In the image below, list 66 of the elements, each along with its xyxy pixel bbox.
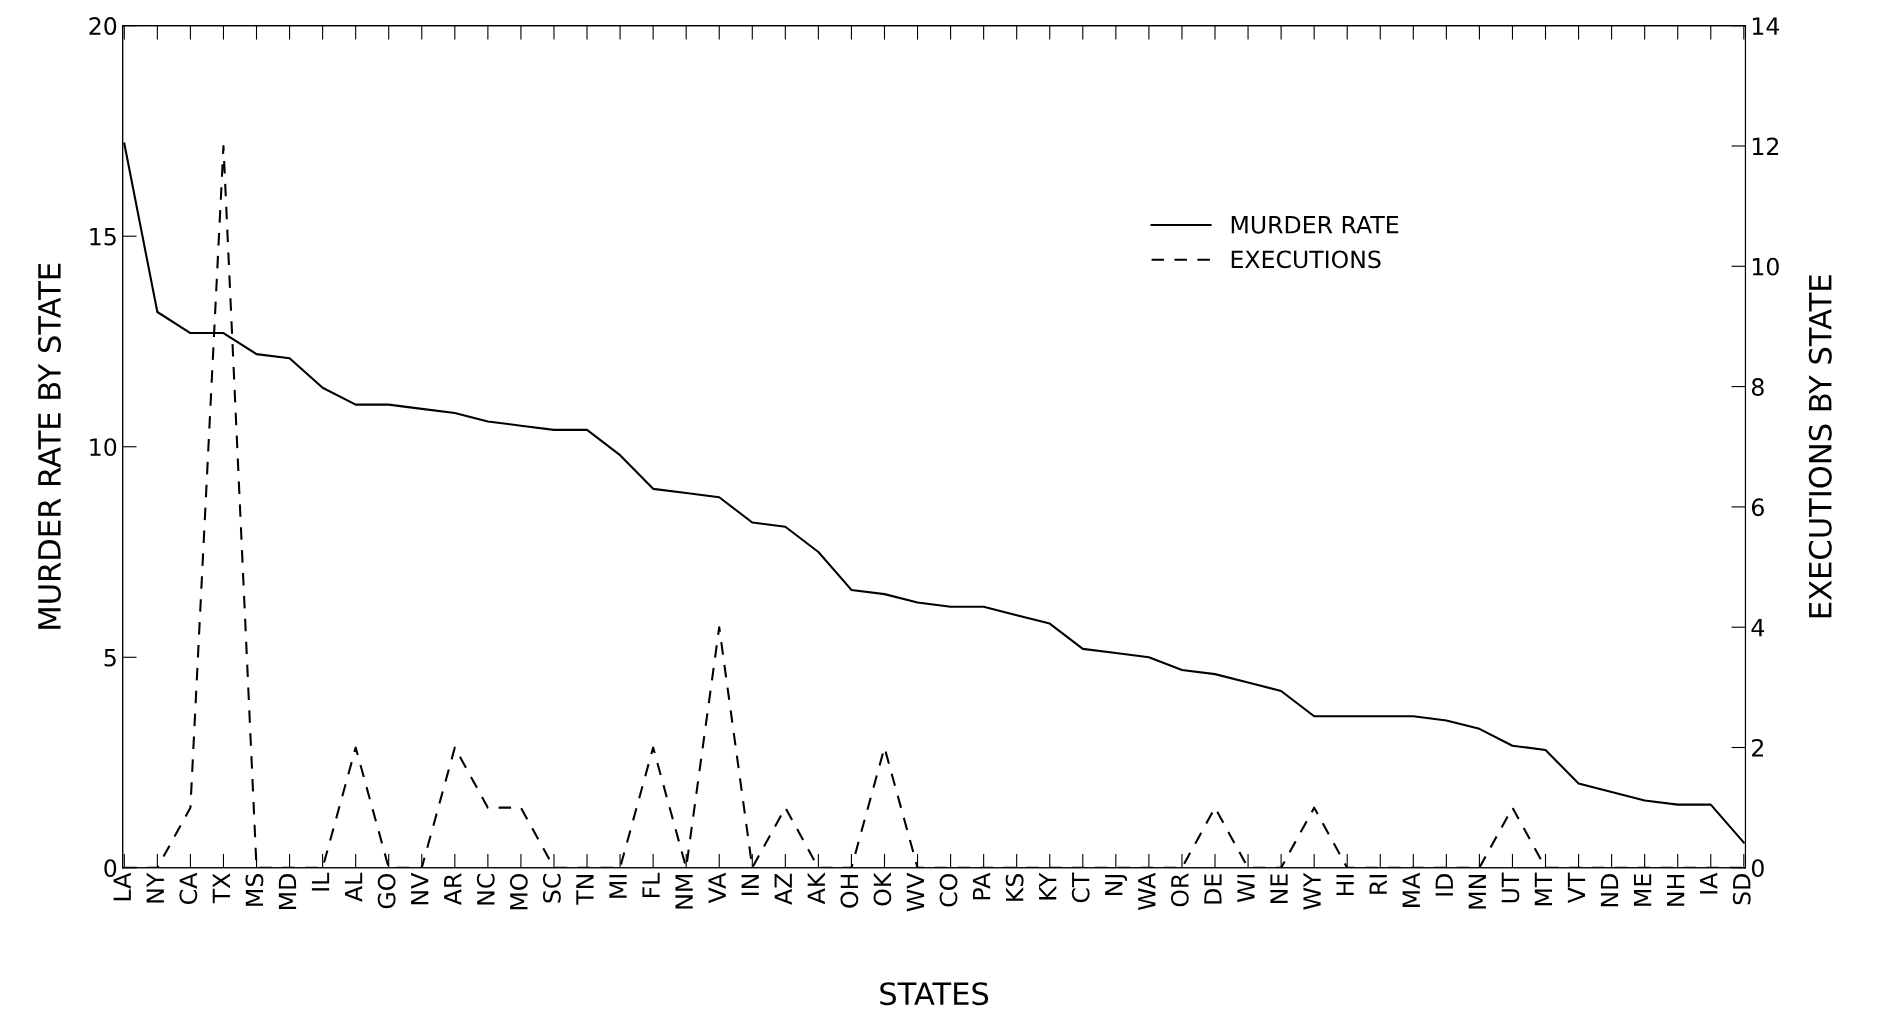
- y2-tick-label: 8: [1751, 378, 1764, 396]
- x-tick-label: AK: [807, 872, 825, 905]
- y-tick-label: 5: [104, 649, 116, 667]
- x-tick-label: NE: [1270, 874, 1288, 903]
- x-tick-label: UT: [1501, 872, 1520, 903]
- x-tick-label: HI: [1336, 875, 1354, 896]
- x-tick-label: NY: [146, 872, 164, 903]
- x-tick-label: DE: [1204, 874, 1222, 904]
- x-tick-label: MD: [278, 874, 297, 909]
- x-tick-label: GO: [377, 874, 396, 909]
- x-tick-label: NM: [675, 874, 693, 909]
- y2-tick-label: 14: [1752, 17, 1780, 35]
- x-tick-label: IL: [311, 872, 330, 891]
- x-tick-label: CT: [1071, 872, 1090, 903]
- x-tick-label: CA: [179, 872, 198, 904]
- x-tick-label: AL: [344, 872, 363, 902]
- x-tick-label: MI: [609, 875, 627, 898]
- x-tick-label: NC: [476, 873, 495, 905]
- x-tick-label: CO: [939, 874, 958, 907]
- x-tick-label: ID: [1435, 874, 1453, 896]
- y-tick-label: 10: [90, 438, 117, 457]
- y2-tick-label: 12: [1752, 137, 1779, 155]
- x-tick-label: IN: [741, 875, 759, 895]
- x-tick-label: VT: [1567, 872, 1586, 904]
- x-tick-label: ME: [1633, 874, 1652, 906]
- x-tick-label: MN: [1468, 875, 1486, 909]
- y2-axis-title: EXECUTIONS BY STATE: [1808, 275, 1832, 618]
- x-tick-label: MT: [1534, 872, 1553, 906]
- x-tick-label: PA: [972, 872, 991, 900]
- x-tick-label: KS: [1005, 873, 1024, 901]
- x-tick-label: AZ: [774, 873, 792, 905]
- legend-label: MURDER RATE: [1231, 216, 1399, 234]
- x-tick-label: IA: [1700, 872, 1718, 894]
- x-tick-label: WI: [1237, 875, 1255, 903]
- x-tick-label: OK: [873, 872, 892, 906]
- y2-tick-label: 4: [1751, 618, 1765, 637]
- x-axis-title: STATES: [880, 982, 989, 1006]
- x-tick-label: WV: [906, 872, 925, 912]
- legend-label: EXECUTIONS: [1231, 250, 1381, 269]
- x-tick-label: MA: [1402, 872, 1420, 907]
- x-tick-label: TN: [576, 875, 594, 905]
- x-tick-label: TX: [212, 873, 230, 904]
- x-tick-label: WA: [1138, 872, 1156, 911]
- x-tick-label: AR: [444, 873, 462, 906]
- x-tick-label: MO: [509, 874, 528, 910]
- y2-tick-label: 0: [1751, 859, 1764, 878]
- x-tick-label: VA: [708, 872, 726, 904]
- x-tick-label: RI: [1369, 875, 1387, 894]
- x-tick-label: OR: [1170, 873, 1189, 907]
- x-tick-label: WY: [1303, 872, 1321, 910]
- y2-tick-label: 6: [1751, 498, 1764, 517]
- x-tick-label: MS: [245, 873, 264, 906]
- x-tick-label: NV: [411, 872, 429, 905]
- x-tick-label: SD: [1732, 874, 1751, 905]
- x-tick-label: NJ: [1105, 875, 1128, 895]
- x-tick-label: FL: [642, 872, 660, 898]
- x-tick-label: KY: [1039, 872, 1057, 900]
- y2-tick-label: 2: [1752, 738, 1763, 757]
- y-tick-label: 15: [90, 227, 116, 246]
- x-tick-label: OH: [840, 875, 859, 908]
- y-axis-title: MURDER RATE BY STATE: [37, 263, 61, 629]
- y-tick-label: 20: [89, 17, 117, 35]
- x-tick-label: SC: [542, 873, 561, 903]
- x-tick-label: NH: [1667, 875, 1685, 906]
- y2-tick-label: 10: [1752, 257, 1779, 276]
- x-tick-label: ND: [1600, 874, 1619, 907]
